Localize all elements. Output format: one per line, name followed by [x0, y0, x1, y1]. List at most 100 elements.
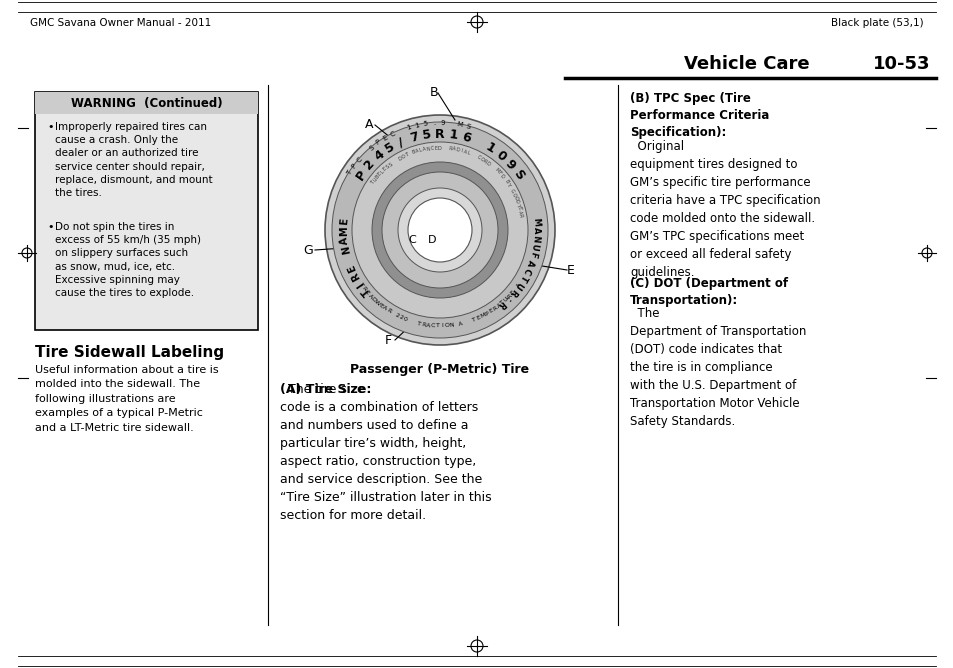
Text: Useful information about a tire is
molded into the sidewall. The
following illus: Useful information about a tire is molde…: [35, 365, 218, 433]
Text: M: M: [530, 217, 540, 226]
Text: F: F: [496, 170, 501, 176]
Text: 10-53: 10-53: [872, 55, 929, 73]
Text: 5: 5: [422, 121, 428, 128]
Text: O: O: [478, 156, 484, 162]
Text: E: E: [434, 146, 436, 151]
Text: 9: 9: [502, 157, 517, 172]
Text: 2: 2: [394, 313, 399, 319]
Text: Do not spin the tires in
excess of 55 km/h (35 mph)
on slippery surfaces such
as: Do not spin the tires in excess of 55 km…: [55, 222, 201, 298]
Text: F: F: [385, 333, 392, 347]
Text: R: R: [481, 158, 487, 164]
Text: 0: 0: [402, 317, 408, 323]
Text: R: R: [507, 287, 518, 297]
Text: E: E: [516, 206, 521, 210]
Text: E: E: [488, 308, 494, 314]
Text: 1: 1: [482, 140, 497, 156]
Text: A: A: [367, 293, 374, 299]
Text: B: B: [374, 174, 380, 180]
Text: C: C: [521, 266, 532, 275]
Text: T: T: [436, 323, 439, 329]
Text: The tire size
code is a combination of letters
and numbers used to define a
part: The tire size code is a combination of l…: [280, 383, 491, 522]
Text: N: N: [340, 244, 352, 255]
Circle shape: [408, 198, 472, 262]
Text: R: R: [435, 128, 444, 140]
Text: 2: 2: [397, 315, 403, 321]
Text: A: A: [381, 305, 387, 312]
Text: D: D: [455, 147, 459, 153]
Text: O: O: [512, 195, 518, 200]
Text: S: S: [388, 162, 394, 167]
Text: A: A: [365, 118, 374, 132]
Text: I: I: [355, 280, 366, 289]
Text: T: T: [472, 317, 476, 323]
Text: E: E: [382, 134, 389, 142]
Text: 6: 6: [459, 130, 472, 145]
Text: 4: 4: [372, 148, 386, 164]
FancyBboxPatch shape: [35, 92, 257, 114]
Text: A: A: [515, 282, 521, 288]
Text: I: I: [441, 323, 443, 329]
Text: A: A: [415, 148, 419, 154]
Text: P: P: [484, 311, 490, 317]
Text: R: R: [360, 286, 367, 292]
Text: A: A: [458, 321, 463, 327]
Text: C: C: [430, 323, 435, 329]
Text: D: D: [397, 155, 402, 162]
Text: Tire Sidewall Labeling: Tire Sidewall Labeling: [35, 345, 224, 360]
Text: A: A: [452, 146, 456, 152]
Text: R: R: [506, 293, 513, 299]
Text: B: B: [430, 86, 438, 100]
Text: P: P: [353, 168, 369, 182]
Text: P: P: [375, 139, 381, 146]
Text: I: I: [459, 148, 462, 154]
Text: A: A: [462, 149, 467, 155]
Text: S: S: [368, 144, 375, 152]
Text: R: R: [420, 322, 426, 327]
Text: W: W: [373, 299, 380, 307]
Text: C: C: [389, 130, 396, 138]
Text: M: M: [479, 312, 486, 319]
Text: R: R: [492, 305, 498, 312]
Text: T: T: [404, 152, 409, 158]
Text: T: T: [357, 282, 364, 288]
Text: 2: 2: [361, 157, 377, 172]
Text: 5: 5: [421, 128, 432, 142]
Text: N: N: [449, 323, 454, 328]
Text: T: T: [370, 180, 375, 186]
Text: R: R: [448, 146, 452, 152]
Text: T: T: [416, 321, 421, 327]
FancyBboxPatch shape: [35, 92, 257, 330]
Text: D: D: [498, 173, 504, 179]
Circle shape: [381, 172, 497, 288]
Text: S: S: [510, 168, 526, 182]
Text: R: R: [517, 214, 523, 218]
Text: D: D: [514, 199, 519, 204]
Text: B: B: [411, 150, 416, 155]
Text: Improperly repaired tires can
cause a crash. Only the
dealer or an authorized ti: Improperly repaired tires can cause a cr…: [55, 122, 213, 198]
Text: S: S: [464, 123, 470, 130]
Text: C: C: [476, 155, 480, 160]
Text: :: :: [503, 293, 512, 302]
Text: A: A: [339, 236, 350, 244]
Text: O: O: [444, 323, 449, 329]
Text: B: B: [503, 179, 509, 184]
Text: T: T: [345, 170, 353, 177]
Text: Y: Y: [505, 182, 511, 188]
Text: U: U: [513, 280, 524, 291]
Text: E: E: [377, 303, 383, 309]
Text: E: E: [509, 289, 516, 296]
Text: Vehicle Care: Vehicle Care: [683, 55, 809, 73]
Text: U: U: [372, 177, 377, 183]
Text: N: N: [530, 234, 539, 242]
Text: 5: 5: [382, 140, 396, 156]
Circle shape: [352, 142, 527, 318]
Text: GMC Savana Owner Manual - 2011: GMC Savana Owner Manual - 2011: [30, 18, 211, 28]
Text: O: O: [400, 154, 406, 160]
Text: A: A: [524, 259, 535, 267]
Text: D: D: [370, 296, 376, 303]
Text: A: A: [496, 303, 502, 309]
Text: L: L: [379, 169, 385, 174]
Circle shape: [325, 115, 555, 345]
Text: A: A: [517, 210, 522, 214]
Text: 1: 1: [405, 124, 412, 131]
